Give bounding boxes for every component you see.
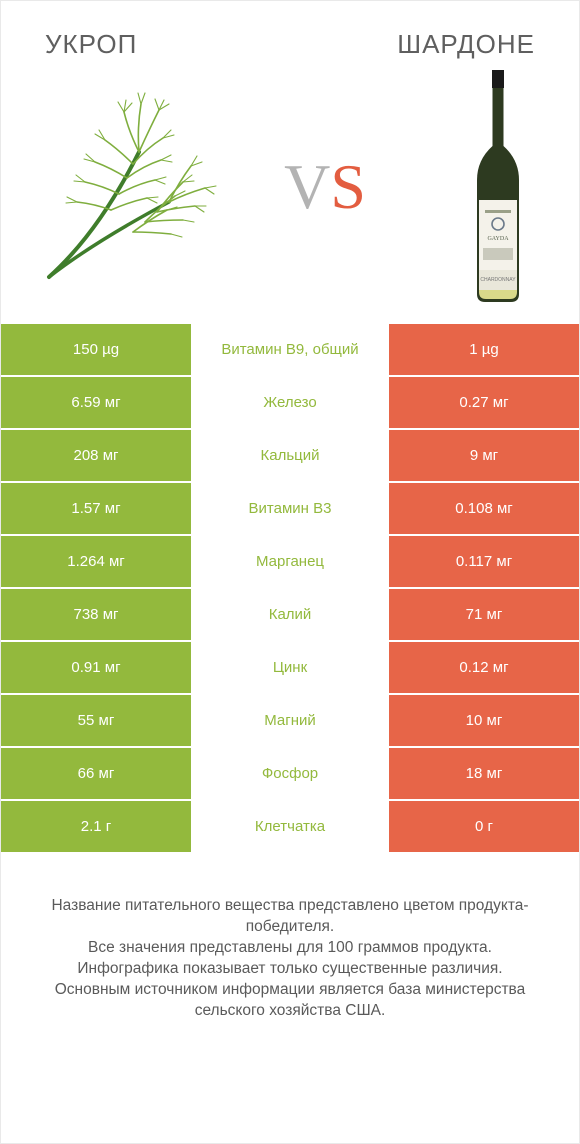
- comparison-table: 150 µgВитамин B9, общий1 µg6.59 мгЖелезо…: [1, 322, 579, 852]
- value-left: 150 µg: [1, 324, 191, 375]
- value-right: 10 мг: [389, 695, 579, 746]
- vs-label: VS: [284, 150, 366, 224]
- wine-bottle-icon: GAYDA CHARDONNAY: [465, 68, 531, 306]
- value-left: 0.91 мг: [1, 642, 191, 693]
- nutrient-label: Витамин B9, общий: [191, 324, 389, 375]
- value-left: 208 мг: [1, 430, 191, 481]
- footer-notes: Название питательного вещества представл…: [1, 852, 579, 1022]
- value-left: 6.59 мг: [1, 377, 191, 428]
- footer-line-2: Все значения представлены для 100 граммо…: [29, 938, 551, 959]
- table-row: 0.91 мгЦинк0.12 мг: [1, 640, 579, 693]
- vs-s: S: [330, 151, 366, 222]
- value-right: 0 г: [389, 801, 579, 852]
- table-row: 55 мгМагний10 мг: [1, 693, 579, 746]
- value-left: 738 мг: [1, 589, 191, 640]
- svg-text:CHARDONNAY: CHARDONNAY: [480, 277, 516, 283]
- table-row: 150 µgВитамин B9, общий1 µg: [1, 322, 579, 375]
- table-row: 1.264 мгМарганец0.117 мг: [1, 534, 579, 587]
- nutrient-label: Кальций: [191, 430, 389, 481]
- table-row: 1.57 мгВитамин B30.108 мг: [1, 481, 579, 534]
- value-right: 0.108 мг: [389, 483, 579, 534]
- value-right: 0.12 мг: [389, 642, 579, 693]
- value-left: 1.57 мг: [1, 483, 191, 534]
- nutrient-label: Цинк: [191, 642, 389, 693]
- nutrient-label: Фосфор: [191, 748, 389, 799]
- footer-line-1: Название питательного вещества представл…: [29, 896, 551, 938]
- table-row: 208 мгКальций9 мг: [1, 428, 579, 481]
- table-row: 738 мгКалий71 мг: [1, 587, 579, 640]
- title-right: ШАРДОНЕ: [397, 29, 535, 60]
- product-right-image: GAYDA CHARDONNAY: [411, 67, 531, 307]
- value-right: 18 мг: [389, 748, 579, 799]
- svg-text:GAYDA: GAYDA: [487, 236, 509, 242]
- value-left: 1.264 мг: [1, 536, 191, 587]
- nutrient-label: Магний: [191, 695, 389, 746]
- value-right: 0.27 мг: [389, 377, 579, 428]
- nutrient-label: Клетчатка: [191, 801, 389, 852]
- value-left: 66 мг: [1, 748, 191, 799]
- value-right: 0.117 мг: [389, 536, 579, 587]
- nutrient-label: Железо: [191, 377, 389, 428]
- nutrient-label: Марганец: [191, 536, 389, 587]
- value-left: 55 мг: [1, 695, 191, 746]
- vs-v: V: [284, 151, 330, 222]
- nutrient-label: Витамин B3: [191, 483, 389, 534]
- value-right: 71 мг: [389, 589, 579, 640]
- value-right: 9 мг: [389, 430, 579, 481]
- product-left-image: [29, 82, 239, 292]
- table-row: 2.1 гКлетчатка0 г: [1, 799, 579, 852]
- dill-icon: [29, 82, 239, 292]
- nutrient-label: Калий: [191, 589, 389, 640]
- value-right: 1 µg: [389, 324, 579, 375]
- table-row: 66 мгФосфор18 мг: [1, 746, 579, 799]
- footer-line-3: Инфографика показывает только существенн…: [29, 959, 551, 980]
- footer-line-4: Основным источником информации является …: [29, 980, 551, 1022]
- value-left: 2.1 г: [1, 801, 191, 852]
- title-left: УКРОП: [45, 29, 137, 60]
- table-row: 6.59 мгЖелезо0.27 мг: [1, 375, 579, 428]
